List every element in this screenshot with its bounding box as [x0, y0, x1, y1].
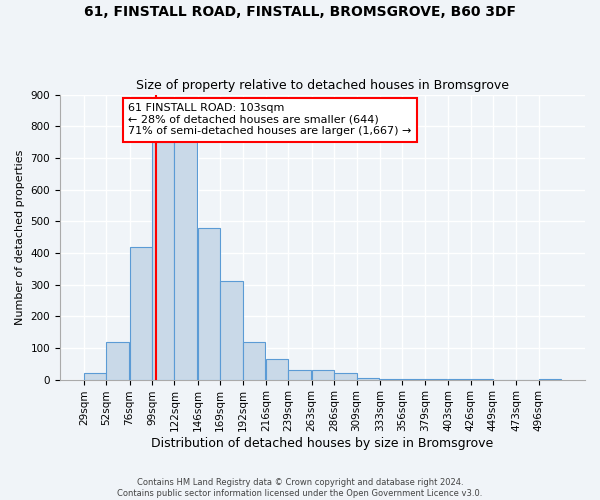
Bar — [312, 370, 334, 380]
Bar — [266, 359, 289, 380]
Bar — [334, 374, 356, 380]
Bar — [198, 228, 220, 380]
Text: 61 FINSTALL ROAD: 103sqm
← 28% of detached houses are smaller (644)
71% of semi-: 61 FINSTALL ROAD: 103sqm ← 28% of detach… — [128, 103, 412, 136]
Bar — [403, 379, 425, 380]
Bar — [106, 342, 128, 380]
Bar — [175, 139, 197, 380]
Title: Size of property relative to detached houses in Bromsgrove: Size of property relative to detached ho… — [136, 79, 509, 92]
X-axis label: Distribution of detached houses by size in Bromsgrove: Distribution of detached houses by size … — [151, 437, 494, 450]
Bar — [242, 342, 265, 380]
Bar — [84, 374, 106, 380]
Bar — [356, 378, 379, 380]
Text: Contains HM Land Registry data © Crown copyright and database right 2024.
Contai: Contains HM Land Registry data © Crown c… — [118, 478, 482, 498]
Y-axis label: Number of detached properties: Number of detached properties — [15, 150, 25, 325]
Text: 61, FINSTALL ROAD, FINSTALL, BROMSGROVE, B60 3DF: 61, FINSTALL ROAD, FINSTALL, BROMSGROVE,… — [84, 5, 516, 19]
Bar — [539, 378, 561, 380]
Bar — [130, 246, 152, 380]
Bar — [220, 282, 242, 380]
Bar — [152, 142, 175, 380]
Bar — [289, 370, 311, 380]
Bar — [380, 379, 403, 380]
